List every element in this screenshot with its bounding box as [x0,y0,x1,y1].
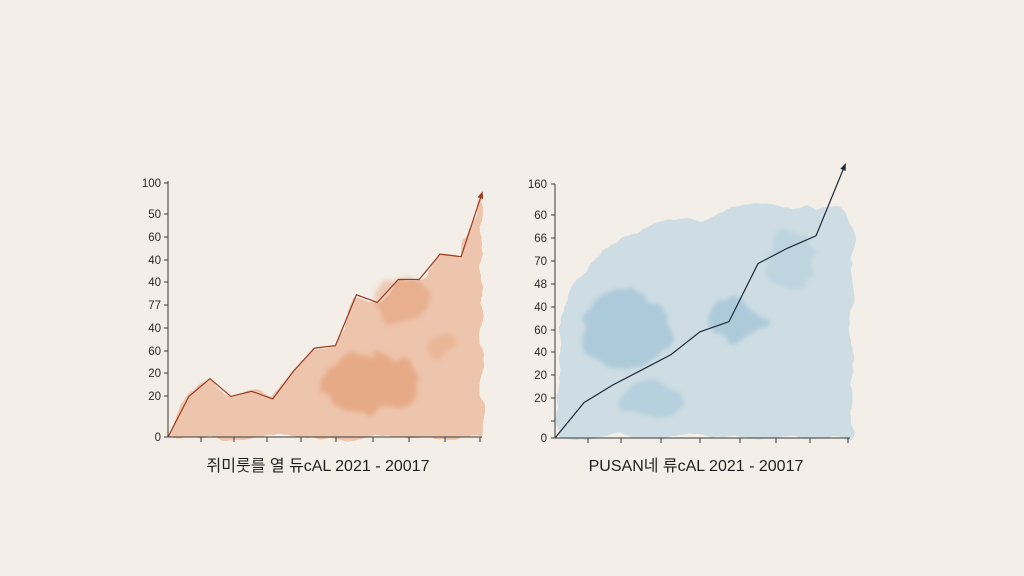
left-chart-caption: 쥐미룻를 열 듀cAL 2021 - 20017 [207,457,430,475]
right-series-end-marker [840,163,846,171]
right-y-tick-label: 40 [534,347,547,359]
right-y-tick-label: 20 [534,370,547,382]
right-y-tick-label: 70 [534,256,547,268]
right-area-blotches [580,230,815,418]
right-y-tick-label: 48 [534,279,547,291]
left-y-tick-label: 77 [148,300,161,312]
left-y-tick-label: 50 [148,209,161,221]
left-y-tick-label: 40 [148,277,161,289]
right-series-line [554,164,846,439]
left-y-tick-label: 20 [148,368,161,380]
left-y-tick-label: 60 [148,346,161,358]
left-area-blotches [322,278,454,413]
right-y-tick-label: 66 [534,233,547,245]
right-y-tick-label: 160 [528,179,547,191]
right-y-tick-label: 60 [534,325,547,337]
left-chart: 0 20 20 60 40 77 40 40 60 50 100 쥐미룻를 열 듀cAL 2021 … [142,178,484,475]
right-chart-caption: PUSAN네 류cAL 2021 - 20017 [589,457,804,475]
right-y-tick-label: 60 [534,210,547,222]
left-series-end-marker [477,191,484,200]
left-y-tick-label: 0 [155,432,161,444]
left-y-tick-label: 100 [142,178,161,190]
left-area-fill [168,193,482,437]
left-y-tick-label: 60 [148,232,161,244]
right-chart: 0 20 20 40 60 40 48 70 66 60 160 PUSAN네 류cAL 2021 … [528,163,852,475]
right-y-tick-label: 40 [534,302,547,314]
left-y-tick-label: 40 [148,323,161,335]
left-y-tick-label: 40 [148,255,161,267]
left-series-line [167,193,483,438]
right-y-tick-label: 20 [534,393,547,405]
left-y-tick-label: 20 [148,391,161,403]
right-y-tick-label: 0 [541,433,547,445]
